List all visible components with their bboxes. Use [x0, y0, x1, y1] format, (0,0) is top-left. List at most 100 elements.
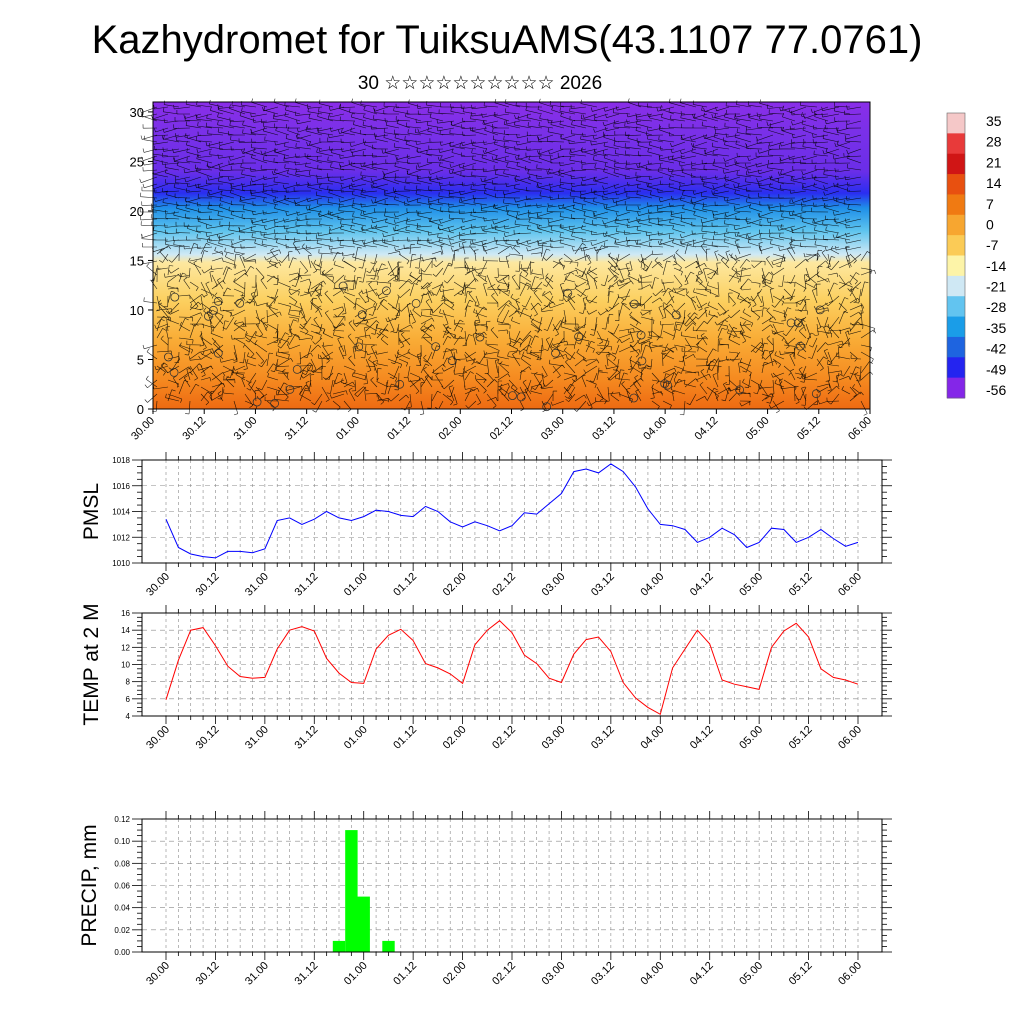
x-tick-label: 01.00	[334, 415, 362, 443]
precip-panel: 0.00 0.02 0.04 0.06 0.08 0.10 0.12 30.00 30.12 31…	[78, 811, 892, 988]
x-tick-label: 31.00	[243, 960, 271, 988]
colorbar-label: -49	[986, 361, 1006, 377]
x-tick-label: 30.00	[144, 960, 172, 988]
x-tick-label: 02.12	[488, 415, 516, 443]
colorbar-label: 0	[986, 216, 994, 232]
colorbar-frame	[946, 112, 966, 399]
y-tick-label: 30	[130, 105, 144, 120]
y-tick-label: 0	[137, 402, 144, 417]
pmsl-line	[165, 463, 859, 559]
colorbar-swatch	[947, 133, 965, 155]
x-tick-label: 04.00	[638, 724, 666, 752]
x-tick-label: 01.12	[385, 415, 413, 443]
colorbar-swatch	[947, 316, 965, 338]
y-tick-label: 14	[121, 626, 130, 635]
colorbar-label: -42	[986, 341, 1006, 357]
axis-ticks	[132, 605, 892, 724]
wind-barbs	[139, 98, 877, 416]
x-tick-label: 02.00	[436, 415, 464, 443]
x-tick-label: 03.00	[540, 960, 568, 988]
x-tick-label: 03.12	[589, 724, 617, 752]
colorbar-swatch	[947, 377, 965, 399]
x-tick-label: 01.00	[342, 960, 370, 988]
x-tick-label: 05.12	[787, 571, 815, 599]
x-tick-label: 04.12	[688, 571, 716, 599]
x-tick-label: 04.12	[693, 415, 721, 443]
x-tick-label: 04.00	[638, 571, 666, 599]
y-tick-label: 8	[126, 678, 131, 687]
colorbar-label: -28	[986, 299, 1006, 315]
x-tick-label: 31.00	[243, 571, 271, 599]
x-tick-label: 01.12	[391, 960, 419, 988]
y-tick-label: 0.12	[114, 815, 130, 824]
colorbar-swatch	[947, 235, 965, 256]
grid-lines	[142, 818, 882, 953]
x-tick-label: 03.00	[539, 415, 567, 443]
x-tick-label: 03.12	[590, 415, 618, 443]
x-tick-label: 30.12	[194, 960, 222, 988]
y-axis-label: TEMP at 2 M	[80, 603, 103, 725]
precip-bar	[357, 896, 370, 952]
precip-bar	[332, 940, 346, 952]
colorbar-label: 35	[986, 113, 1002, 129]
x-tick-label: 02.00	[441, 571, 469, 599]
x-tick-label: 03.00	[540, 571, 568, 599]
x-tick-label: 04.00	[638, 960, 666, 988]
pmsl-panel: 1010 1012 1014 1016 1018 30.00 30.12 31.00 31.12…	[80, 452, 892, 599]
x-tick-label: 31.00	[232, 415, 260, 443]
colorbar-swatch	[947, 255, 965, 277]
x-tick-label: 02.12	[490, 571, 518, 599]
cross-section-field	[153, 102, 870, 409]
x-tick-label: 02.00	[441, 960, 469, 988]
y-tick-label: 6	[126, 695, 131, 704]
y-tick-label: 1016	[112, 482, 130, 491]
y-tick-label: 1010	[112, 559, 130, 568]
x-tick-label: 03.12	[589, 960, 617, 988]
x-tick-label: 01.00	[342, 724, 370, 752]
y-tick-label: 1014	[112, 508, 130, 517]
x-tick-label: 05.12	[795, 415, 823, 443]
x-tick-label: 06.00	[846, 415, 874, 443]
y-tick-label: 10	[121, 661, 130, 670]
grid-lines	[142, 459, 882, 564]
grid-lines	[142, 612, 882, 717]
y-tick-label: 1012	[112, 533, 130, 542]
x-tick-label: 05.12	[787, 724, 815, 752]
panel-frame	[141, 818, 883, 953]
x-tick-label: 03.00	[540, 724, 568, 752]
colorbar-label: -14	[986, 258, 1006, 274]
y-axis-label: PRECIP, mm	[78, 824, 101, 946]
x-tick-label: 30.00	[129, 415, 157, 443]
x-tick-label: 02.12	[490, 724, 518, 752]
y-tick-label: 20	[130, 204, 144, 219]
x-tick-label: 31.12	[292, 960, 320, 988]
x-tick-label: 04.00	[641, 415, 669, 443]
calm-circles	[163, 281, 825, 412]
chart-subtitle: 30 ☆☆☆☆☆☆☆☆☆☆ 2026	[357, 73, 603, 94]
temp-panel: 4 6 8 10 12 14 16 30.00 30.12 31.00 31.12 01.00 01.1…	[80, 603, 892, 752]
x-tick-label: 03.12	[589, 571, 617, 599]
x-tick-label: 30.12	[180, 415, 208, 443]
x-tick-label: 01.00	[342, 571, 370, 599]
colorbar-label: 21	[986, 154, 1002, 170]
colorbar-swatch	[947, 296, 965, 318]
x-tick-label: 01.12	[391, 724, 419, 752]
y-tick-label: 0.04	[114, 904, 130, 913]
y-tick-label: 16	[121, 609, 130, 618]
y-tick-label: 10	[130, 303, 144, 318]
x-tick-label: 31.12	[283, 415, 311, 443]
colorbar-swatch	[947, 113, 965, 134]
y-tick-label: 0.08	[114, 859, 130, 868]
panel-frame	[141, 612, 883, 717]
x-tick-label: 05.12	[787, 960, 815, 988]
y-tick-label: 4	[126, 712, 131, 721]
precip-bar	[345, 830, 358, 952]
colorbar: 35 28 21 14 7 0 -7 -14 -21 -28 -35 -42 -49 -56	[946, 112, 1006, 399]
colorbar-swatch	[947, 357, 965, 379]
x-tick-label: 05.00	[737, 960, 765, 988]
cross-section-panel: 0 5 10 15 20 25 30 30.00 30.12 31.00 31.12 01.00 01.…	[129, 98, 877, 443]
colorbar-swatch	[947, 214, 965, 236]
y-tick-label: 0.06	[114, 882, 130, 891]
x-tick-label: 06.00	[836, 571, 864, 599]
x-tick-label: 02.12	[490, 960, 518, 988]
